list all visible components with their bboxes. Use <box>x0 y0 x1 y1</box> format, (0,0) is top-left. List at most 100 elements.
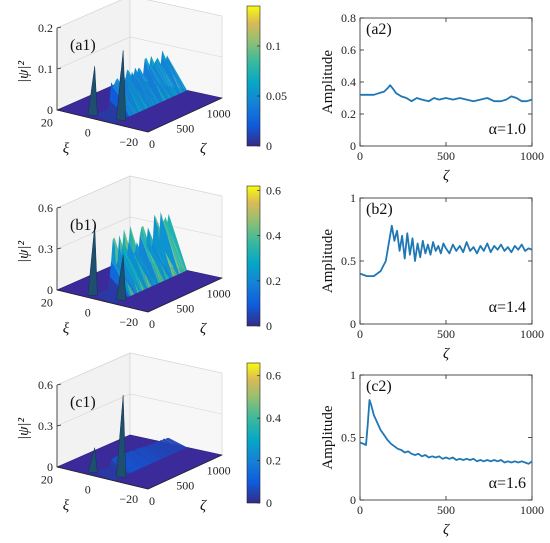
zeta-tick-label: 0 <box>149 317 155 331</box>
surface-facet <box>152 442 173 455</box>
y-tick-label: 0 <box>350 493 356 507</box>
surface-facet <box>138 447 159 462</box>
surface-facet <box>167 55 188 92</box>
zeta-tick-label: 0 <box>149 494 155 508</box>
z-tick-label: 0.1 <box>38 62 53 76</box>
z-tick-label: 0 <box>47 283 53 297</box>
surface-facet <box>141 446 162 460</box>
surface-facet <box>122 74 143 112</box>
zeta-axis-line <box>147 454 223 490</box>
surface-facet <box>139 68 160 104</box>
z-tick-mark <box>56 26 62 29</box>
surface-facet <box>149 444 170 457</box>
y-tick-label: 0.6 <box>341 43 356 57</box>
x-tick-label: 1000 <box>520 149 544 163</box>
xi-tick-label: 0 <box>85 305 91 319</box>
x-tick-label: 500 <box>437 327 455 341</box>
z-tick-label: 0 <box>47 460 53 474</box>
xi-tick-label: −20 <box>119 492 138 506</box>
surface-facet <box>128 70 149 109</box>
y-tick-label: 1 <box>350 191 356 205</box>
colorbar-tick-label: 0.2 <box>266 274 281 288</box>
colorbar <box>246 185 261 327</box>
y-tick-label: 1 <box>350 368 356 382</box>
xi-tick-label: 0 <box>85 125 91 139</box>
surface-facet <box>157 57 178 96</box>
surface-facet <box>143 226 164 282</box>
colorbar-tick-label: 0.05 <box>266 89 287 103</box>
surface-facet <box>135 67 156 106</box>
surface-facet <box>155 57 176 97</box>
surface-facet <box>154 60 175 97</box>
colorbar <box>246 362 261 504</box>
x-tick-label: 0 <box>357 503 363 517</box>
soliton-spike <box>87 447 98 474</box>
surface-facet <box>120 70 141 113</box>
soliton-spike <box>87 225 98 297</box>
surface-facet <box>151 242 172 279</box>
zeta-tick-label: 500 <box>176 302 194 316</box>
x-tick-label: 1000 <box>520 503 544 517</box>
zeta-tick-label: 500 <box>176 479 194 493</box>
panel-label: (a1) <box>70 37 96 54</box>
surface-facet <box>165 217 186 272</box>
panel-label: (b1) <box>70 217 97 234</box>
surface-facet <box>130 226 151 288</box>
surface-facet <box>130 450 151 465</box>
x-tick-label: 500 <box>437 149 455 163</box>
soliton-spike <box>116 50 127 121</box>
grid-line <box>56 216 223 250</box>
surface-facet <box>151 443 172 456</box>
surface-facet <box>130 71 151 108</box>
surface-facet <box>122 454 143 469</box>
soliton-spike <box>87 66 98 117</box>
surface-facet <box>100 112 120 122</box>
colorbar-tick-label: 0.6 <box>266 369 281 383</box>
xi-axis-line <box>56 289 149 313</box>
surface-facet <box>120 454 141 470</box>
surface-facet <box>133 449 154 464</box>
xi-axis-line <box>56 466 149 490</box>
colorbar-tick-label: 0.1 <box>266 39 281 53</box>
plot-area <box>359 17 533 147</box>
surface-facet <box>162 438 183 451</box>
surface-facet <box>111 82 132 117</box>
line-panel: 0 0.5 1 0 500 1000 (c2) α=1.6 ζ Amplitude <box>320 368 544 538</box>
plot-area <box>359 374 533 501</box>
surface-facet <box>136 68 157 105</box>
surface-facet <box>123 76 144 111</box>
xi-axis-label: ξ <box>63 321 70 337</box>
z-axis-label: |ψ|² <box>16 240 32 263</box>
surface-facet <box>136 448 157 462</box>
z-tick-label: 0 <box>47 103 53 117</box>
surface-facet <box>100 292 120 302</box>
series-line <box>360 84 533 103</box>
grid-line <box>56 352 223 386</box>
z-tick-mark <box>56 424 62 427</box>
surface-facet <box>95 471 116 481</box>
x-tick-label: 500 <box>437 503 455 517</box>
colorbar <box>246 5 261 147</box>
surface-facet <box>159 440 180 452</box>
xi-tick-label: 20 <box>41 295 53 309</box>
xi-tick-label: 20 <box>41 115 53 129</box>
zeta-axis-label: ζ <box>200 321 207 337</box>
surface-facet <box>127 452 148 467</box>
z-tick-label: 0.6 <box>38 201 53 215</box>
surface-facet <box>163 217 184 273</box>
surface-facet <box>146 445 167 458</box>
surface-facet <box>157 441 178 453</box>
panel-label: (c2) <box>366 378 392 395</box>
surface-facet <box>144 445 165 459</box>
x-axis-label: ζ <box>443 522 450 538</box>
xi-tick-label: 20 <box>41 472 53 486</box>
x-axis-label: ζ <box>443 168 450 184</box>
y-axis-label: Amplitude <box>320 229 336 294</box>
zeta-tick-label: 1000 <box>207 286 231 300</box>
surface-facet <box>138 68 159 105</box>
surface-facet <box>125 452 146 467</box>
